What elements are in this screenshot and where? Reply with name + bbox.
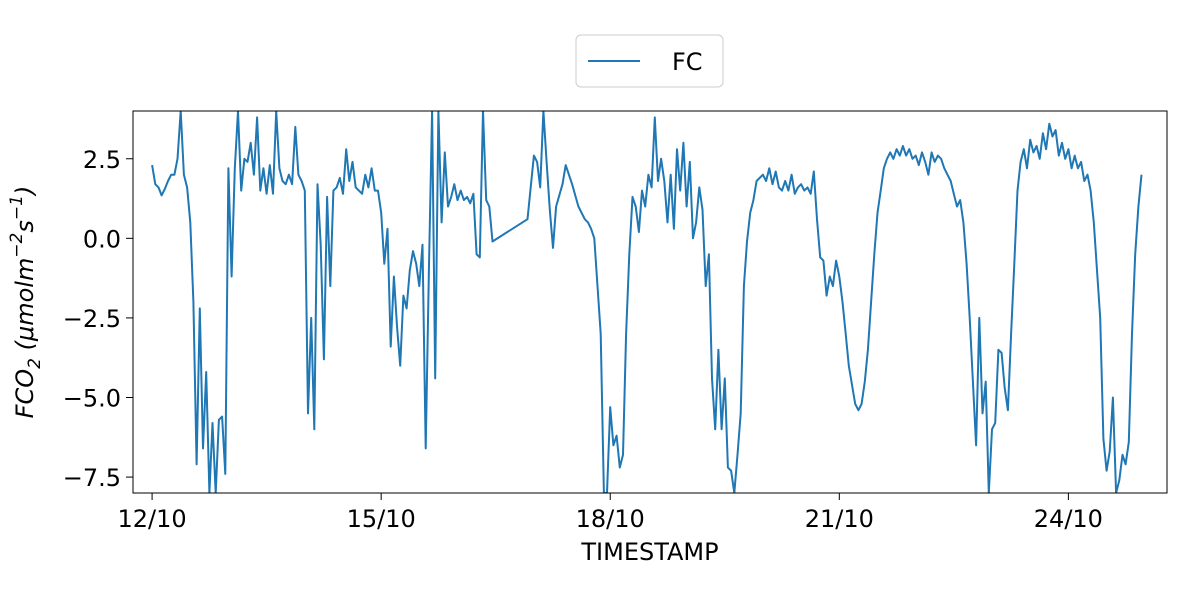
x-axis: 12/10 15/10 18/10 21/10 24/10 bbox=[118, 493, 1103, 533]
y-tick-label: 0.0 bbox=[83, 225, 121, 253]
legend-label: FC bbox=[672, 48, 703, 76]
y-title-sup1: −2 bbox=[7, 233, 27, 258]
y-title-sub: 2 bbox=[25, 358, 45, 369]
y-tick-label: −5.0 bbox=[63, 385, 121, 413]
y-axis: 2.5 0.0 −2.5 −5.0 −7.5 bbox=[63, 146, 133, 492]
y-title-suffix: ) bbox=[11, 186, 39, 197]
plot-frame bbox=[132, 110, 1168, 494]
x-axis-title: TIMESTAMP bbox=[580, 538, 718, 566]
x-tick-label: 24/10 bbox=[1034, 505, 1103, 533]
x-tick-label: 21/10 bbox=[805, 505, 874, 533]
y-title-units: (μmolm bbox=[11, 258, 39, 358]
x-tick-label: 12/10 bbox=[118, 505, 187, 533]
y-tick-label: −2.5 bbox=[63, 305, 121, 333]
legend-box bbox=[575, 34, 724, 88]
y-tick-label: −7.5 bbox=[63, 464, 121, 492]
y-title-sup2: −1 bbox=[7, 195, 27, 220]
y-title-base: FCO bbox=[11, 369, 39, 418]
y-tick-label: 2.5 bbox=[83, 146, 121, 174]
series-line-fc bbox=[151, 111, 1143, 493]
y-title-mid: s bbox=[11, 220, 39, 233]
legend: FC bbox=[575, 34, 724, 88]
y-axis-title: FCO2 (μmolm−2s−1) bbox=[7, 186, 45, 419]
x-tick-label: 15/10 bbox=[347, 505, 416, 533]
x-tick-label: 18/10 bbox=[576, 505, 645, 533]
